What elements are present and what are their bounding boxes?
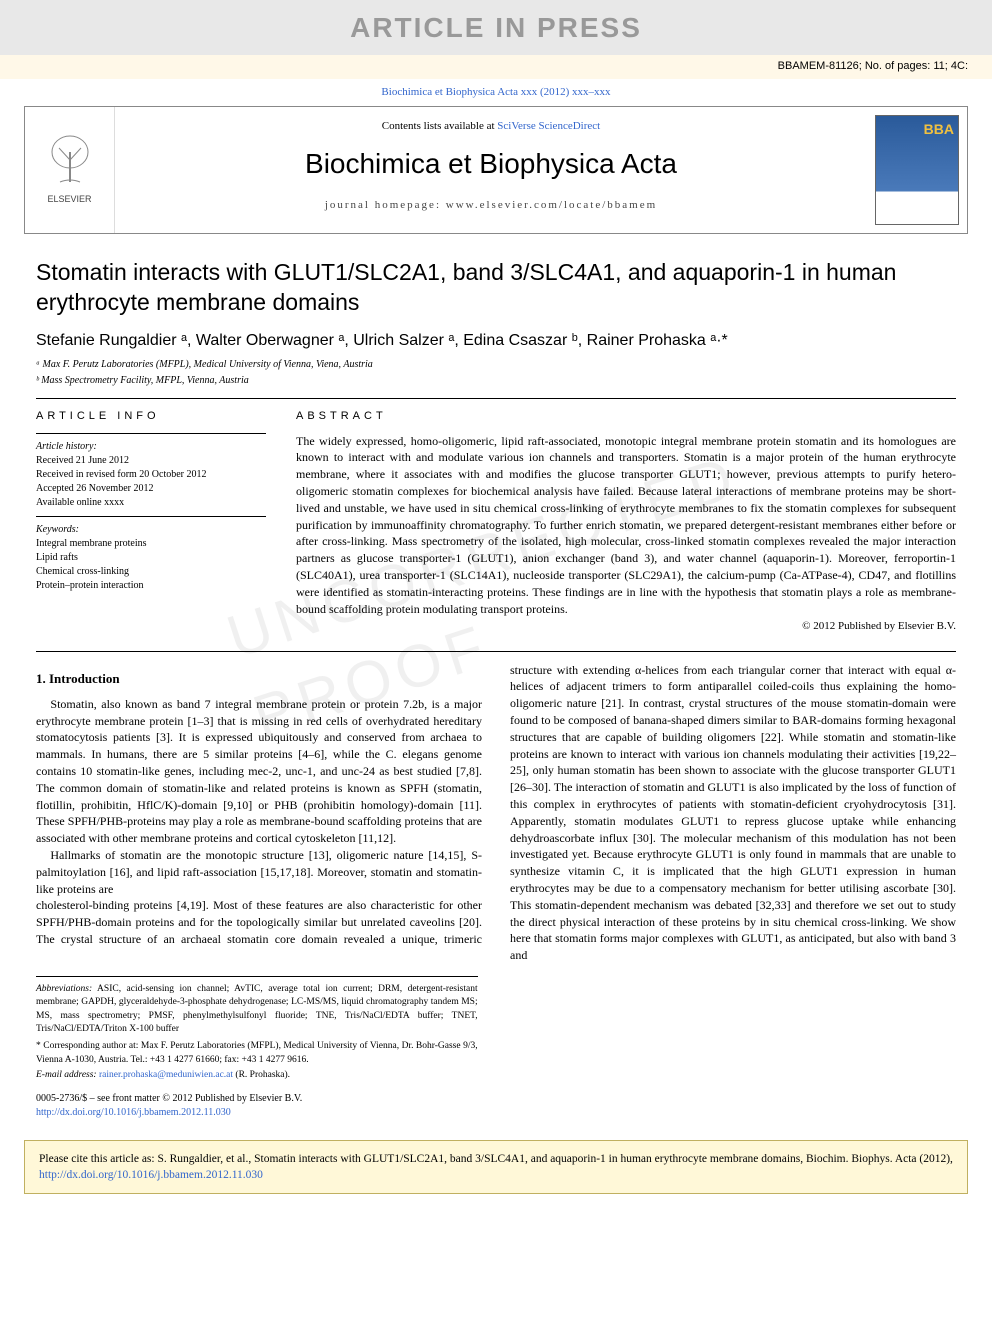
elsevier-tree-icon bbox=[45, 134, 95, 189]
front-matter: 0005-2736/$ – see front matter © 2012 Pu… bbox=[36, 1092, 956, 1120]
body-two-column: 1. Introduction Stomatin, also known as … bbox=[36, 662, 956, 964]
article-in-press-banner: ARTICLE IN PRESS bbox=[0, 0, 992, 55]
email-label: E-mail address: bbox=[36, 1070, 97, 1080]
keywords-label: Keywords: bbox=[36, 523, 266, 537]
journal-homepage-line: journal homepage: www.elsevier.com/locat… bbox=[115, 198, 867, 213]
email-line: E-mail address: rainer.prohaska@meduniwi… bbox=[36, 1069, 478, 1082]
citation-line: Biochimica et Biophysica Acta xxx (2012)… bbox=[0, 79, 992, 106]
doi-link[interactable]: http://dx.doi.org/10.1016/j.bbamem.2012.… bbox=[36, 1107, 231, 1118]
keyword-4: Protein–protein interaction bbox=[36, 579, 266, 593]
accepted-date: Accepted 26 November 2012 bbox=[36, 482, 266, 496]
elsevier-logo: ELSEVIER bbox=[45, 134, 95, 206]
divider bbox=[36, 651, 956, 652]
abstract-header: ABSTRACT bbox=[296, 409, 956, 424]
abstract-column: ABSTRACT The widely expressed, homo-olig… bbox=[296, 409, 956, 635]
email-link[interactable]: rainer.prohaska@meduniwien.ac.at bbox=[99, 1070, 233, 1080]
article-info-header: ARTICLE INFO bbox=[36, 409, 266, 424]
revised-date: Received in revised form 20 October 2012 bbox=[36, 468, 266, 482]
abstract-text: The widely expressed, homo-oligomeric, l… bbox=[296, 433, 956, 618]
contents-text: Contents lists available at bbox=[382, 120, 497, 132]
affiliation-a: ᵃ Max F. Perutz Laboratories (MFPL), Med… bbox=[36, 358, 956, 372]
section-1-heading: 1. Introduction bbox=[36, 670, 482, 688]
corresponding-author: * Corresponding author at: Max F. Perutz… bbox=[36, 1040, 478, 1067]
keyword-3: Chemical cross-linking bbox=[36, 565, 266, 579]
publisher-logo-cell: ELSEVIER bbox=[25, 107, 115, 233]
article-info-column: ARTICLE INFO Article history: Received 2… bbox=[36, 409, 266, 635]
divider bbox=[36, 398, 956, 399]
journal-header-box: ELSEVIER Contents lists available at Sci… bbox=[24, 106, 968, 234]
homepage-url: www.elsevier.com/locate/bbamem bbox=[446, 199, 657, 211]
front-matter-line: 0005-2736/$ – see front matter © 2012 Pu… bbox=[36, 1092, 956, 1106]
received-date: Received 21 June 2012 bbox=[36, 454, 266, 468]
abbreviations-label: Abbreviations: bbox=[36, 984, 92, 994]
please-cite-box: Please cite this article as: S. Rungaldi… bbox=[24, 1140, 968, 1194]
affiliation-b: ᵇ Mass Spectrometry Facility, MFPL, Vien… bbox=[36, 374, 956, 388]
scidirect-link[interactable]: SciVerse ScienceDirect bbox=[497, 120, 600, 132]
cite-prefix: Please cite this article as: S. Rungaldi… bbox=[39, 1153, 953, 1165]
corr-text: Corresponding author at: Max F. Perutz L… bbox=[36, 1041, 478, 1064]
intro-para-2: Hallmarks of stomatin are the monotopic … bbox=[36, 847, 482, 897]
keyword-2: Lipid rafts bbox=[36, 551, 266, 565]
intro-para-1: Stomatin, also known as band 7 integral … bbox=[36, 696, 482, 847]
cite-doi-link[interactable]: http://dx.doi.org/10.1016/j.bbamem.2012.… bbox=[39, 1169, 263, 1181]
keyword-1: Integral membrane proteins bbox=[36, 537, 266, 551]
email-person: (R. Prohaska). bbox=[235, 1070, 290, 1080]
author-list: Stefanie Rungaldier ᵃ, Walter Oberwagner… bbox=[36, 330, 956, 352]
abstract-copyright: © 2012 Published by Elsevier B.V. bbox=[296, 619, 956, 634]
history-label: Article history: bbox=[36, 440, 266, 454]
homepage-label: journal homepage: bbox=[325, 199, 446, 211]
corr-marker: * bbox=[36, 1041, 41, 1051]
article-title: Stomatin interacts with GLUT1/SLC2A1, ba… bbox=[36, 258, 956, 318]
citation-link[interactable]: Biochimica et Biophysica Acta xxx (2012)… bbox=[381, 86, 610, 98]
cover-bba-label: BBA bbox=[924, 120, 954, 140]
journal-cover-thumb: BBA bbox=[875, 115, 959, 225]
footnotes: Abbreviations: ASIC, acid-sensing ion ch… bbox=[36, 976, 478, 1082]
manuscript-id: BBAMEM-81126; No. of pages: 11; 4C: bbox=[0, 55, 992, 78]
journal-name: Biochimica et Biophysica Acta bbox=[115, 144, 867, 183]
publisher-name: ELSEVIER bbox=[47, 193, 91, 206]
abbreviations-text: ASIC, acid-sensing ion channel; AvTIC, a… bbox=[36, 984, 478, 1034]
abbreviations-block: Abbreviations: ASIC, acid-sensing ion ch… bbox=[36, 983, 478, 1036]
contents-available-line: Contents lists available at SciVerse Sci… bbox=[115, 119, 867, 134]
online-date: Available online xxxx bbox=[36, 496, 266, 510]
journal-cover-cell: BBA bbox=[867, 107, 967, 233]
